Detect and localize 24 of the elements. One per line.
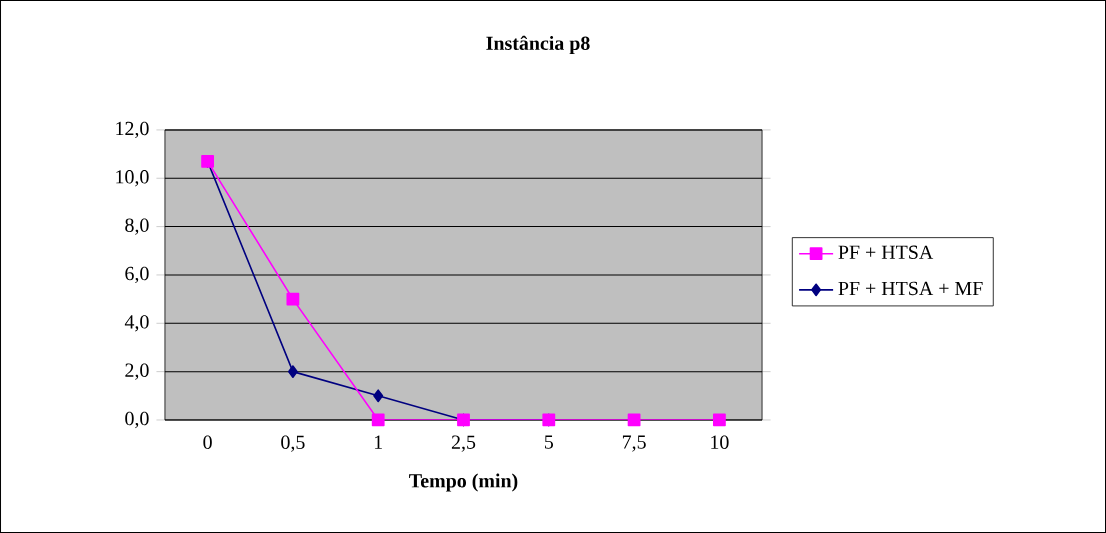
x-tick-label: 0,5 <box>281 435 305 452</box>
y-tick-label: 0,0 <box>125 411 149 429</box>
x-axis-title: Tempo (min) <box>409 473 518 492</box>
legend-label: PF + HTSA + MF <box>838 281 983 296</box>
x-tick-label: 0 <box>203 435 212 449</box>
y-tick-label: 10,0 <box>116 170 149 187</box>
legend-label: PF + HTSA <box>838 245 934 260</box>
y-tick-label: 12,0 <box>116 121 149 139</box>
y-tick-label: 6,0 <box>125 266 149 284</box>
chart-title: Instância p8 <box>486 35 590 55</box>
x-tick-label: 5 <box>544 435 554 449</box>
point <box>373 389 384 403</box>
x-tick-label: 1 <box>374 435 382 449</box>
y-tick-label: 4,0 <box>124 315 149 332</box>
point <box>286 292 300 306</box>
x-tick-label: 10 <box>711 435 729 449</box>
y-tick-label: 2,0 <box>125 363 149 380</box>
point <box>713 413 726 427</box>
point <box>627 413 641 427</box>
point <box>287 365 298 379</box>
x-tick-label: 7,5 <box>622 435 646 452</box>
y-tick-label: 8,0 <box>125 218 149 235</box>
x-tick-label: 2,5 <box>451 435 476 452</box>
point <box>371 413 385 427</box>
